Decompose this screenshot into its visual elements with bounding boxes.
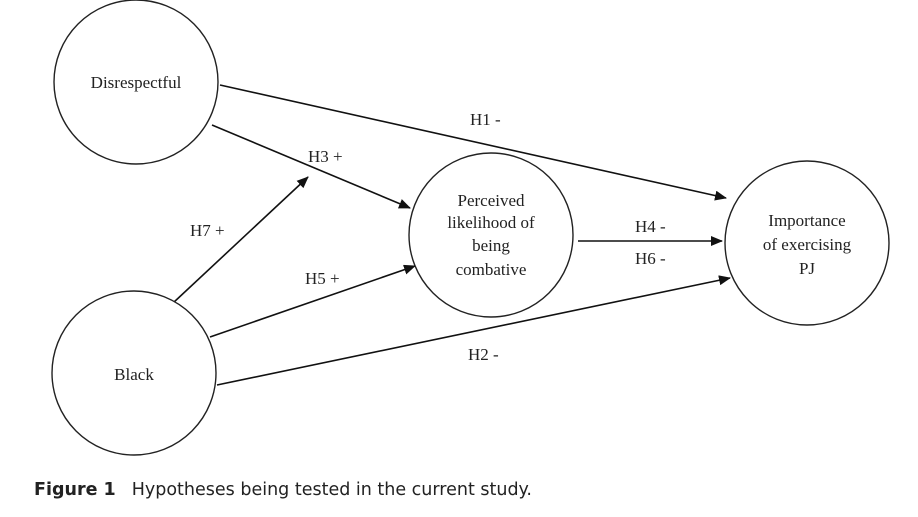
node-label-perceived-line2: likelihood of	[447, 213, 535, 232]
edge-label-h1: H1 -	[470, 110, 501, 129]
node-importance: Importance of exercising PJ	[724, 160, 890, 326]
edge-label-h5: H5 +	[305, 269, 340, 288]
figure-caption: Figure 1 Hypotheses being tested in the c…	[34, 480, 532, 500]
figure-number: Figure 1	[34, 480, 116, 500]
edge-label-h3: H3 +	[308, 147, 343, 166]
node-label-perceived-line3: being	[472, 236, 510, 255]
edge-h2-line	[216, 275, 731, 386]
node-black: Black	[51, 290, 217, 456]
edge-label-h7: H7 +	[190, 221, 225, 240]
hypotheses-diagram: H1 - H2 - H3 + H4 - H5 + H6 - H7 + Disre…	[51, 0, 890, 456]
figure-caption-text: Hypotheses being tested in the current s…	[131, 480, 532, 500]
edges	[172, 84, 731, 386]
edge-label-h4: H4 -	[635, 217, 666, 236]
edge-label-h6: H6 -	[635, 249, 666, 268]
edge-h3-line	[211, 124, 411, 209]
node-label-perceived-line4: combative	[456, 260, 527, 279]
edge-h7-line	[172, 176, 309, 304]
node-label-importance-line2: of exercising	[763, 235, 852, 254]
edge-h5-line	[209, 264, 416, 338]
edge-labels: H1 - H2 - H3 + H4 - H5 + H6 - H7 +	[190, 110, 666, 364]
node-label-importance-line3: PJ	[799, 259, 815, 278]
node-label-disrespectful: Disrespectful	[91, 73, 182, 92]
node-label-perceived-line1: Perceived	[457, 191, 525, 210]
edge-label-h2: H2 -	[468, 345, 499, 364]
node-label-black: Black	[114, 365, 154, 384]
node-perceived: Perceived likelihood of being combative	[408, 152, 574, 318]
node-label-importance-line1: Importance	[768, 211, 845, 230]
node-disrespectful: Disrespectful	[53, 0, 219, 165]
edge-h1-line	[219, 84, 727, 201]
